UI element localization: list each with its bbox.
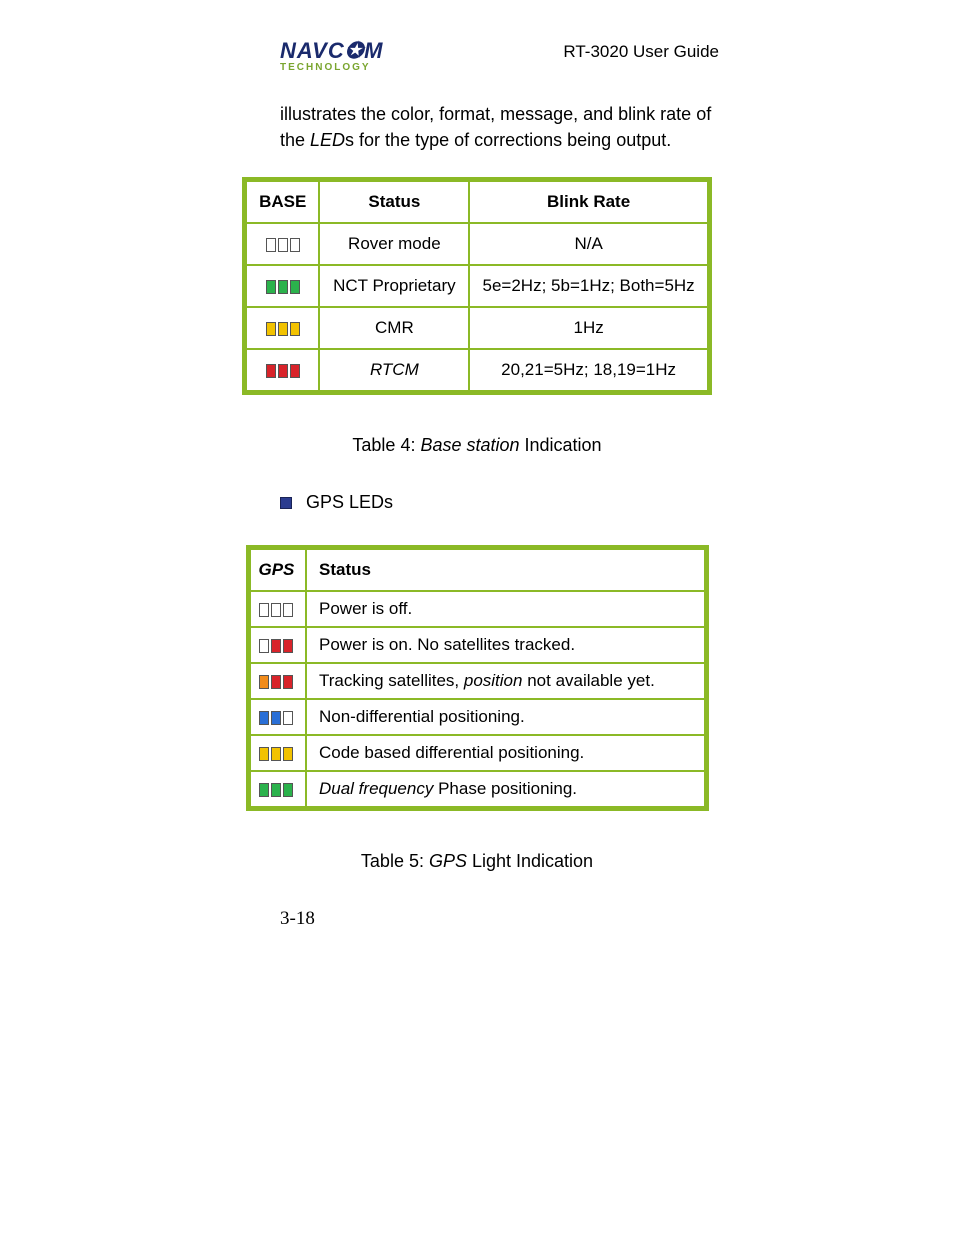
status-post: Phase positioning.	[433, 779, 577, 798]
table-row: Power is on. No satellites tracked.	[248, 627, 706, 663]
th-status: Status	[306, 548, 706, 592]
table-row: Code based differential positioning.	[248, 735, 706, 771]
caption5-em: GPS	[429, 851, 467, 871]
status-cell: Power is on. No satellites tracked.	[306, 627, 706, 663]
led-cell	[245, 223, 320, 265]
led-cell	[248, 699, 306, 735]
table-row: Dual frequency Phase positioning.	[248, 771, 706, 809]
bullet-gps-leds: GPS LEDs	[0, 492, 954, 513]
led-cell	[245, 349, 320, 393]
table-row: Power is off.	[248, 591, 706, 627]
status-pre: Tracking satellites,	[319, 671, 464, 690]
table-row: BASE Status Blink Rate	[245, 180, 710, 224]
bullet-text: GPS LEDs	[306, 492, 393, 513]
table-base: BASE Status Blink Rate Rover mode N/A NC…	[242, 177, 712, 395]
status-cell: RTCM	[319, 349, 469, 393]
status-cell: Non-differential positioning.	[306, 699, 706, 735]
caption5-pre: Table 5:	[361, 851, 429, 871]
led-cell	[248, 771, 306, 809]
caption5-post: Light Indication	[467, 851, 593, 871]
logo: NAVC✪M TECHNOLOGY	[280, 40, 383, 73]
th-gps: GPS	[248, 548, 306, 592]
status-cell: Rover mode	[319, 223, 469, 265]
table-row: RTCM 20,21=5Hz; 18,19=1Hz	[245, 349, 710, 393]
intro-paragraph: illustrates the color, format, message, …	[0, 101, 954, 153]
table-base-wrap: BASE Status Blink Rate Rover mode N/A NC…	[0, 177, 954, 395]
caption4-pre: Table 4:	[352, 435, 420, 455]
led-cell	[248, 627, 306, 663]
th-status: Status	[319, 180, 469, 224]
intro-line2-post: s for the type of corrections being outp…	[345, 130, 671, 150]
page-header: NAVC✪M TECHNOLOGY RT-3020 User Guide	[0, 40, 954, 73]
page: NAVC✪M TECHNOLOGY RT-3020 User Guide ill…	[0, 0, 954, 1235]
led-cell	[248, 591, 306, 627]
status-cell: NCT Proprietary	[319, 265, 469, 307]
led-cell	[245, 265, 320, 307]
rate-cell: 5e=2Hz; 5b=1Hz; Both=5Hz	[469, 265, 709, 307]
led-cell	[248, 735, 306, 771]
logo-main-text: NAVC✪M	[280, 40, 383, 62]
led-indicator-icon	[259, 603, 293, 617]
status-em: Dual frequency	[319, 779, 433, 798]
table-row: Tracking satellites, position not availa…	[248, 663, 706, 699]
led-indicator-icon	[266, 238, 300, 252]
rate-cell: 1Hz	[469, 307, 709, 349]
status-post: not available yet.	[522, 671, 654, 690]
status-cell: Power is off.	[306, 591, 706, 627]
square-bullet-icon	[280, 497, 292, 509]
caption-table4: Table 4: Base station Indication	[0, 435, 954, 456]
th-blink: Blink Rate	[469, 180, 709, 224]
led-cell	[248, 663, 306, 699]
intro-line2-pre: the	[280, 130, 310, 150]
table-row: Non-differential positioning.	[248, 699, 706, 735]
status-cell: Dual frequency Phase positioning.	[306, 771, 706, 809]
led-indicator-icon	[259, 747, 293, 761]
doc-title: RT-3020 User Guide	[563, 40, 719, 62]
table-row: Rover mode N/A	[245, 223, 710, 265]
status-cell: CMR	[319, 307, 469, 349]
table-row: CMR 1Hz	[245, 307, 710, 349]
status-cell: Tracking satellites, position not availa…	[306, 663, 706, 699]
intro-line1: illustrates the color, format, message, …	[280, 104, 711, 124]
caption4-em: Base station	[420, 435, 519, 455]
led-indicator-icon	[266, 364, 300, 378]
table-gps: GPS Status Power is off. Power is on. No…	[246, 545, 709, 811]
logo-sub-text: TECHNOLOGY	[280, 63, 383, 73]
status-cell: Code based differential positioning.	[306, 735, 706, 771]
led-indicator-icon	[259, 675, 293, 689]
led-cell	[245, 307, 320, 349]
led-indicator-icon	[259, 711, 293, 725]
status-em: position	[464, 671, 523, 690]
table-gps-wrap: GPS Status Power is off. Power is on. No…	[0, 545, 954, 811]
led-indicator-icon	[266, 322, 300, 336]
page-number: 3-18	[0, 908, 954, 930]
caption-table5: Table 5: GPS Light Indication	[0, 851, 954, 872]
rate-cell: 20,21=5Hz; 18,19=1Hz	[469, 349, 709, 393]
led-indicator-icon	[259, 783, 293, 797]
table-row: NCT Proprietary 5e=2Hz; 5b=1Hz; Both=5Hz	[245, 265, 710, 307]
intro-line2-em: LED	[310, 130, 345, 150]
led-indicator-icon	[266, 280, 300, 294]
table-row: GPS Status	[248, 548, 706, 592]
led-indicator-icon	[259, 639, 293, 653]
th-base: BASE	[245, 180, 320, 224]
caption4-post: Indication	[520, 435, 602, 455]
rate-cell: N/A	[469, 223, 709, 265]
